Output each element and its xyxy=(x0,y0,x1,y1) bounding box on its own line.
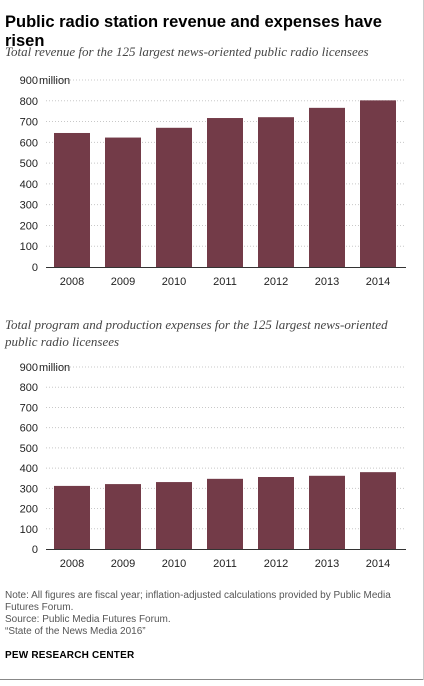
y-axis-ticks: 0 100 200 300 400 500 600 700 800 900 million xyxy=(20,75,71,274)
x-tick-label: 2009 xyxy=(111,558,135,570)
bar-2014 xyxy=(360,472,396,549)
x-tick-label: 2010 xyxy=(162,558,186,570)
bar-2010 xyxy=(156,482,192,549)
x-tick-label: 2013 xyxy=(315,276,339,288)
bar-2012 xyxy=(258,477,294,549)
bar-2010 xyxy=(156,127,192,268)
bar-2014 xyxy=(360,100,396,268)
y-tick-label: 100 xyxy=(20,241,38,253)
y-tick-label: 0 xyxy=(32,544,38,556)
bar-2008 xyxy=(54,132,90,267)
bar-2012 xyxy=(258,117,294,267)
bar-2009 xyxy=(105,484,141,549)
expenses-bar-chart: 0 100 200 300 400 500 600 700 800 900 million 2008… xyxy=(20,362,406,570)
y-tick-label: 200 xyxy=(20,220,38,232)
x-tick-label: 2009 xyxy=(111,276,135,288)
bar-2013 xyxy=(309,107,345,267)
y-tick-label: 700 xyxy=(20,117,38,129)
y-tick-label: 300 xyxy=(20,483,38,495)
x-tick-label: 2010 xyxy=(162,276,186,288)
bar-2009 xyxy=(105,137,141,267)
y-tick-label: 600 xyxy=(20,137,38,149)
x-tick-label: 2008 xyxy=(60,276,84,288)
y-tick-label: 500 xyxy=(20,158,38,170)
bar-2011 xyxy=(207,118,243,267)
y-tick-label: 900 xyxy=(20,362,38,374)
y-tick-label: 400 xyxy=(20,179,38,191)
y-unit-label: million xyxy=(39,362,70,374)
bar-2013 xyxy=(309,475,345,549)
y-unit-label: million xyxy=(39,75,70,87)
footer-source: Source: Public Media Futures Forum. xyxy=(5,614,171,625)
bars xyxy=(54,100,396,268)
x-tick-label: 2014 xyxy=(366,276,390,288)
x-tick-label: 2011 xyxy=(213,558,237,570)
page-title: Public radio station revenue and expense… xyxy=(5,13,382,50)
bar-2008 xyxy=(54,485,90,549)
revenue-chart-title: Total revenue for the 125 largest news-o… xyxy=(5,44,369,59)
y-tick-label: 300 xyxy=(20,200,38,212)
expenses-chart-title: Total program and production expenses fo… xyxy=(5,317,388,349)
x-axis-labels: 2008 2009 2010 2011 2012 2013 2014 xyxy=(60,276,390,288)
bottom-rule xyxy=(0,679,424,680)
footer-report: “State of the News Media 2016” xyxy=(5,626,146,637)
y-tick-label: 400 xyxy=(20,463,38,475)
bars xyxy=(54,472,396,549)
y-tick-label: 0 xyxy=(32,262,38,274)
top-rule xyxy=(0,0,424,3)
y-tick-label: 800 xyxy=(20,382,38,394)
y-tick-label: 200 xyxy=(20,504,38,516)
x-tick-label: 2012 xyxy=(264,276,288,288)
revenue-bar-chart: 0 100 200 300 400 500 600 700 800 900 million 2008… xyxy=(20,75,406,288)
x-tick-label: 2014 xyxy=(366,558,390,570)
x-tick-label: 2013 xyxy=(315,558,339,570)
y-axis-ticks: 0 100 200 300 400 500 600 700 800 900 million xyxy=(20,362,71,556)
x-axis-labels: 2008 2009 2010 2011 2012 2013 2014 xyxy=(60,558,390,570)
bar-2011 xyxy=(207,478,243,549)
footer-notes: Note: All figures are fiscal year; infla… xyxy=(5,590,415,638)
brand-logo-text: PEW RESEARCH CENTER xyxy=(5,650,135,661)
x-tick-label: 2011 xyxy=(213,276,237,288)
footer-note: Note: All figures are fiscal year; infla… xyxy=(5,590,391,613)
y-tick-label: 700 xyxy=(20,402,38,414)
y-tick-label: 900 xyxy=(20,75,38,87)
y-tick-label: 800 xyxy=(20,96,38,108)
y-tick-label: 500 xyxy=(20,443,38,455)
x-tick-label: 2012 xyxy=(264,558,288,570)
x-tick-label: 2008 xyxy=(60,558,84,570)
y-tick-label: 100 xyxy=(20,524,38,536)
y-tick-label: 600 xyxy=(20,423,38,435)
